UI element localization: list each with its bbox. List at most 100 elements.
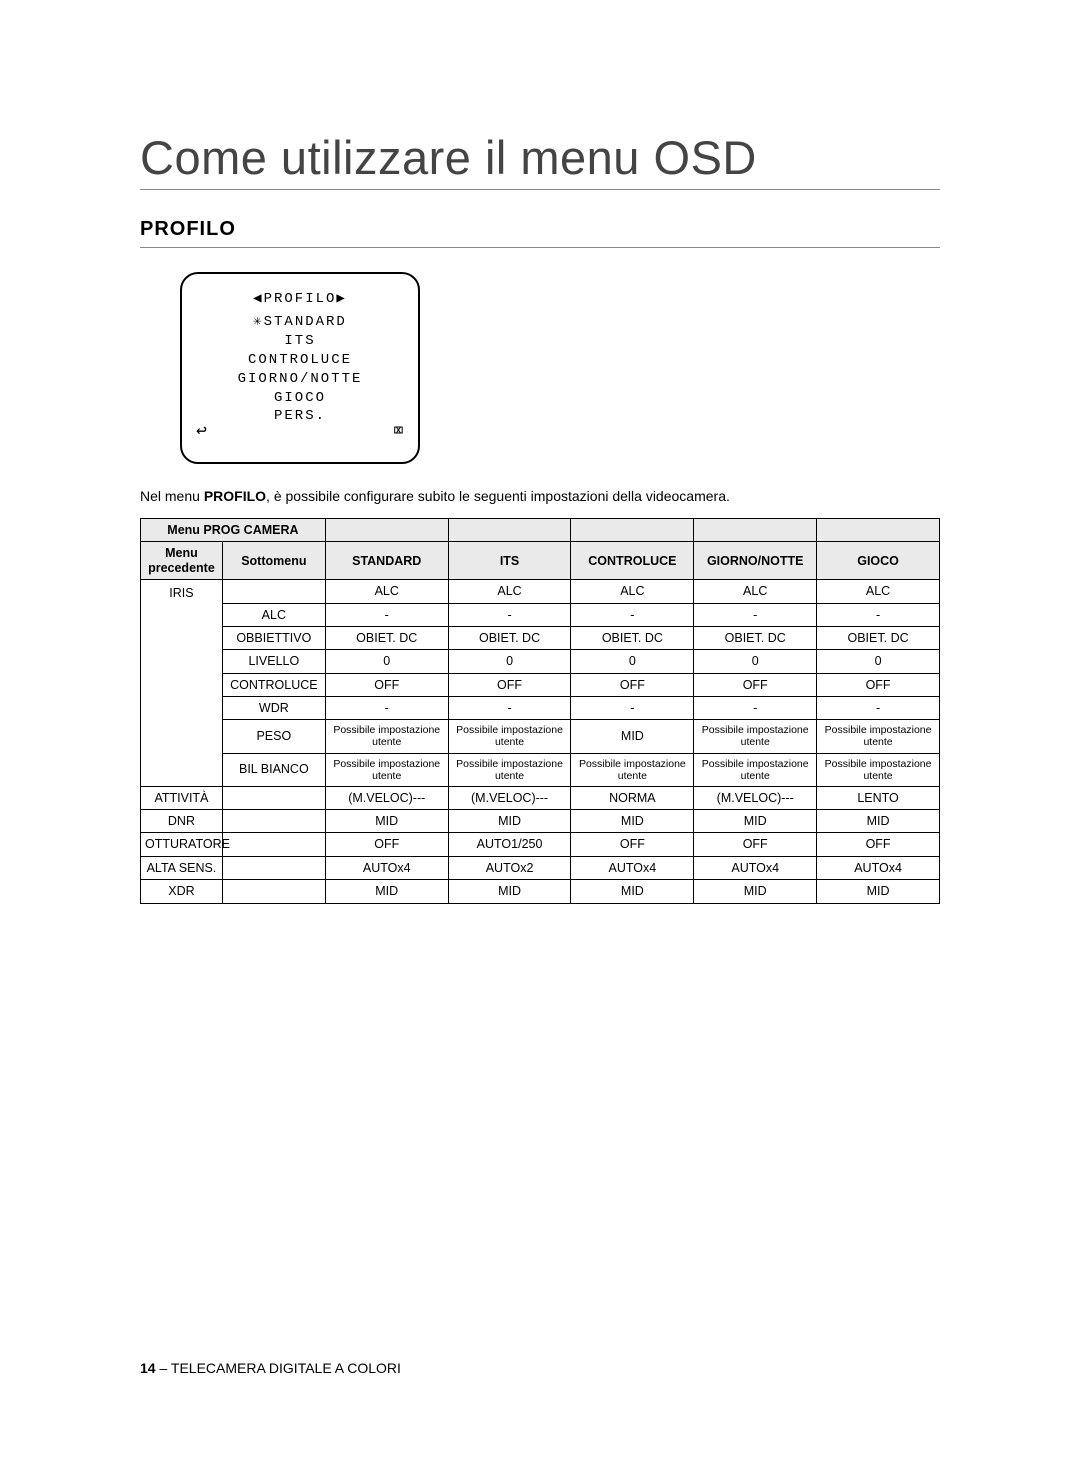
th-prog-camera: Menu PROG CAMERA <box>141 519 326 542</box>
cell: Possibile impostazione utente <box>694 720 817 753</box>
footer-sep: – <box>156 1360 171 1376</box>
cell: Possibile impostazione utente <box>325 720 448 753</box>
sub-blank <box>222 810 325 833</box>
cell: AUTO1/250 <box>448 833 571 856</box>
sub-livello: LIVELLO <box>222 650 325 673</box>
cell: (M.VELOC)--- <box>448 786 571 809</box>
menu-alta-sens: ALTA SENS. <box>141 856 223 879</box>
cell: MID <box>694 880 817 903</box>
sub-wdr: WDR <box>222 697 325 720</box>
menu-xdr: XDR <box>141 880 223 903</box>
cell: AUTOx2 <box>448 856 571 879</box>
table-row: BIL BIANCO Possibile impostazione utente… <box>141 753 940 786</box>
th-gioco: GIOCO <box>817 542 940 580</box>
cell: OBIET. DC <box>694 626 817 649</box>
table-row: CONTROLUCE OFF OFF OFF OFF OFF <box>141 673 940 696</box>
sub-blank <box>222 856 325 879</box>
menu-attivita: ATTIVITÀ <box>141 786 223 809</box>
table-header-row-2: Menu precedente Sottomenu STANDARD ITS C… <box>141 542 940 580</box>
table-row: ALC - - - - - <box>141 603 940 626</box>
cell: ALC <box>571 580 694 603</box>
cell: OFF <box>571 673 694 696</box>
th-blank-0 <box>325 519 448 542</box>
cell: - <box>694 697 817 720</box>
lead-prefix: Nel menu <box>140 488 204 504</box>
cell: Possibile impostazione utente <box>817 753 940 786</box>
cell: Possibile impostazione utente <box>448 753 571 786</box>
cell: OFF <box>571 833 694 856</box>
cell: ALC <box>325 580 448 603</box>
table-row: IRIS ALC ALC ALC ALC ALC <box>141 580 940 603</box>
osd-item-controluce: CONTROLUCE <box>196 351 404 370</box>
th-sottomenu: Sottomenu <box>222 542 325 580</box>
cell: OFF <box>694 673 817 696</box>
table-row: PESO Possibile impostazione utente Possi… <box>141 720 940 753</box>
cell: OBIET. DC <box>571 626 694 649</box>
cell: OFF <box>694 833 817 856</box>
osd-menu-title: ◀PROFILO▶ <box>196 290 404 307</box>
table-row: XDR MID MID MID MID MID <box>141 880 940 903</box>
cell: 0 <box>448 650 571 673</box>
section-heading-profilo: PROFILO <box>140 218 940 248</box>
sub-controluce: CONTROLUCE <box>222 673 325 696</box>
cell: - <box>448 697 571 720</box>
table-row: LIVELLO 0 0 0 0 0 <box>141 650 940 673</box>
cell: ALC <box>817 580 940 603</box>
osd-menu-list: ✳STANDARD ITS CONTROLUCE GIORNO/NOTTE GI… <box>196 313 404 426</box>
cell: 0 <box>694 650 817 673</box>
table-row: ATTIVITÀ (M.VELOC)--- (M.VELOC)--- NORMA… <box>141 786 940 809</box>
config-table: Menu PROG CAMERA Menu precedente Sottome… <box>140 518 940 904</box>
left-arrow-icon: ◀ <box>253 291 263 307</box>
th-menu-precedente: Menu precedente <box>141 542 223 580</box>
cell: MID <box>571 880 694 903</box>
th-standard: STANDARD <box>325 542 448 580</box>
sub-alc: ALC <box>222 603 325 626</box>
osd-item-gioco: GIOCO <box>196 389 404 408</box>
cell: LENTO <box>817 786 940 809</box>
selected-marker-icon: ✳ <box>253 314 263 330</box>
cell: - <box>325 603 448 626</box>
sub-blank <box>222 580 325 603</box>
cell: MID <box>448 880 571 903</box>
lead-suffix: , è possibile configurare subito le segu… <box>266 488 730 504</box>
th-blank-4 <box>817 519 940 542</box>
cell: MID <box>325 880 448 903</box>
cell: Possibile impostazione utente <box>448 720 571 753</box>
back-icon: ↩ <box>196 420 207 442</box>
cell: MID <box>817 810 940 833</box>
sub-peso: PESO <box>222 720 325 753</box>
cell: MID <box>817 880 940 903</box>
cell: 0 <box>571 650 694 673</box>
cell: AUTOx4 <box>325 856 448 879</box>
cell: OBIET. DC <box>817 626 940 649</box>
cell: AUTOx4 <box>694 856 817 879</box>
cell: 0 <box>817 650 940 673</box>
cell: OBIET. DC <box>325 626 448 649</box>
right-arrow-icon: ▶ <box>336 291 346 307</box>
th-blank-1 <box>448 519 571 542</box>
sub-bil-bianco: BIL BIANCO <box>222 753 325 786</box>
table-row: WDR - - - - - <box>141 697 940 720</box>
cell: OFF <box>817 833 940 856</box>
cell: MID <box>571 810 694 833</box>
cell: OBIET. DC <box>448 626 571 649</box>
cell: OFF <box>325 673 448 696</box>
table-row: OBBIETTIVO OBIET. DC OBIET. DC OBIET. DC… <box>141 626 940 649</box>
cell: 0 <box>325 650 448 673</box>
cell: MID <box>325 810 448 833</box>
cell: - <box>817 603 940 626</box>
osd-item-giorno-notte: GIORNO/NOTTE <box>196 370 404 389</box>
cell: (M.VELOC)--- <box>325 786 448 809</box>
cell: Possibile impostazione utente <box>694 753 817 786</box>
cell: - <box>817 697 940 720</box>
menu-dnr: DNR <box>141 810 223 833</box>
cell: ALC <box>448 580 571 603</box>
close-icon: ⌧ <box>393 420 404 442</box>
cell: - <box>694 603 817 626</box>
th-blank-3 <box>694 519 817 542</box>
th-its: ITS <box>448 542 571 580</box>
cell: Possibile impostazione utente <box>571 753 694 786</box>
table-header-row-1: Menu PROG CAMERA <box>141 519 940 542</box>
cell: Possibile impostazione utente <box>325 753 448 786</box>
cell: Possibile impostazione utente <box>817 720 940 753</box>
